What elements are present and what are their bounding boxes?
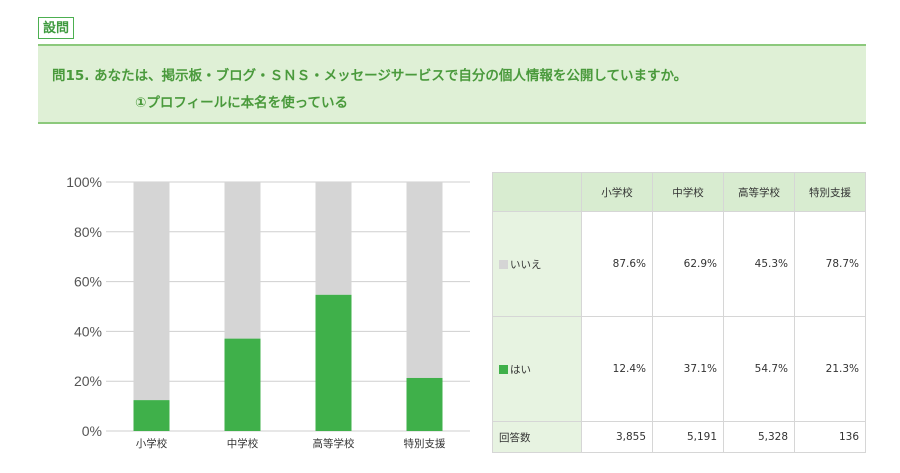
stacked-bar-chart: 0% 20% 40% 60% 80% 100% 小学校 中学校 高等学校 特別支援 [66, 174, 470, 450]
bar-no-segment [133, 182, 170, 401]
table-cell: 45.3% [723, 211, 795, 317]
col-header: 小学校 [581, 172, 653, 212]
table-cell: 37.1% [652, 316, 724, 422]
results-table: 小学校 中学校 高等学校 特別支援 いいえ 87.6% 62.9% 45.3% … [492, 172, 866, 453]
question-text: 問15. あなたは、掲示板・ブログ・ＳＮＳ・メッセージサービスで自分の個人情報を… [52, 68, 688, 84]
col-header: 中学校 [652, 172, 724, 212]
table-cell: 136 [794, 421, 866, 453]
table-cell: 3,855 [581, 421, 653, 453]
x-tick-label: 高等学校 [313, 437, 355, 450]
table-row: はい 12.4% 37.1% 54.7% 21.3% [492, 316, 866, 422]
y-tick-label: 20% [74, 373, 102, 389]
row-label: はい [492, 316, 582, 422]
yes-swatch [499, 364, 508, 374]
table-row: いいえ 87.6% 62.9% 45.3% 78.7% [492, 211, 866, 317]
table-cell: 78.7% [794, 211, 866, 317]
question-box: 問15. あなたは、掲示板・ブログ・ＳＮＳ・メッセージサービスで自分の個人情報を… [38, 44, 866, 124]
question-subtext: ①プロフィールに本名を使っている [135, 95, 348, 111]
table-cell: 62.9% [652, 211, 724, 317]
bar-yes-segment [133, 400, 170, 431]
row-label: 回答数 [492, 421, 582, 453]
y-tick-label: 40% [74, 323, 102, 339]
table-corner [492, 172, 582, 212]
bar-no-segment [406, 182, 443, 378]
table-cell: 54.7% [723, 316, 795, 422]
col-header: 高等学校 [723, 172, 795, 212]
bar-no-segment [224, 182, 261, 339]
table-row: 回答数 3,855 5,191 5,328 136 [492, 421, 866, 453]
bar-no-segment [315, 182, 352, 295]
bar-yes-segment [315, 294, 352, 431]
bar-yes-segment [406, 377, 443, 431]
col-header: 特別支援 [794, 172, 866, 212]
table-cell: 21.3% [794, 316, 866, 422]
x-tick-label: 特別支援 [404, 437, 446, 450]
row-label: いいえ [492, 211, 582, 317]
section-tag: 設問 [38, 17, 75, 39]
bar-yes-segment [224, 338, 261, 431]
y-tick-label: 0% [82, 423, 102, 439]
y-tick-label: 60% [74, 274, 102, 290]
table-cell: 5,191 [652, 421, 724, 453]
x-tick-label: 小学校 [136, 437, 168, 450]
table-cell: 87.6% [581, 211, 653, 317]
y-tick-label: 80% [74, 224, 102, 240]
x-tick-label: 中学校 [227, 437, 259, 450]
table-cell: 5,328 [723, 421, 795, 453]
table-cell: 12.4% [581, 316, 653, 422]
no-swatch [499, 259, 508, 269]
y-tick-label: 100% [66, 174, 102, 190]
